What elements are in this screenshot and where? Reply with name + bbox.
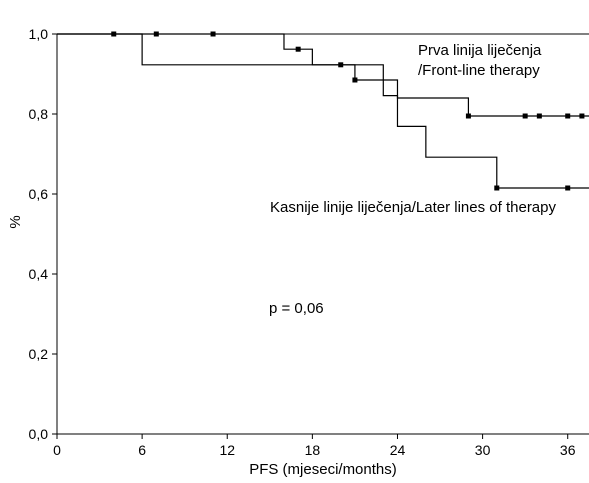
y-tick-label: 0,6 [29,186,49,202]
y-tick-label: 0,2 [29,346,49,362]
series-label-front-line-1: Prva linija liječenja [418,42,542,59]
y-tick-label: 1,0 [29,26,49,42]
y-tick-label: 0,0 [29,426,49,442]
x-tick-label: 0 [53,442,61,458]
censor-mark [295,46,301,52]
x-tick-label: 30 [475,442,491,458]
series-layer [57,31,589,191]
censor-mark [352,77,358,83]
censor-mark [465,113,471,119]
x-tick-label: 36 [560,442,576,458]
censor-mark [210,31,216,37]
p-value-label: p = 0,06 [269,300,324,317]
censor-mark [522,113,528,119]
y-ticks: 0,0 0,2 0,4 0,6 0,8 1,0 [29,26,57,442]
axes [56,33,589,435]
censor-mark [579,113,585,119]
x-tick-label: 12 [219,442,235,458]
y-tick-label: 0,4 [29,266,49,282]
series-label-front-line-2: /Front-line therapy [418,62,540,79]
censor-mark [536,113,542,119]
y-tick-label: 0,8 [29,106,49,122]
censor-mark [153,31,159,37]
y-axis-title: % [7,215,24,228]
x-tick-label: 18 [305,442,321,458]
x-ticks: 0 6 12 18 24 30 36 [53,434,576,458]
series-line-1 [57,33,589,189]
x-axis-title: PFS (mjeseci/months) [249,461,397,478]
censor-mark [565,113,571,119]
censor-mark [565,185,571,191]
x-tick-label: 24 [390,442,406,458]
x-tick-label: 6 [138,442,146,458]
series-label-later-lines: Kasnije linije liječenja/Later lines of … [270,199,556,216]
censor-mark [494,185,500,191]
